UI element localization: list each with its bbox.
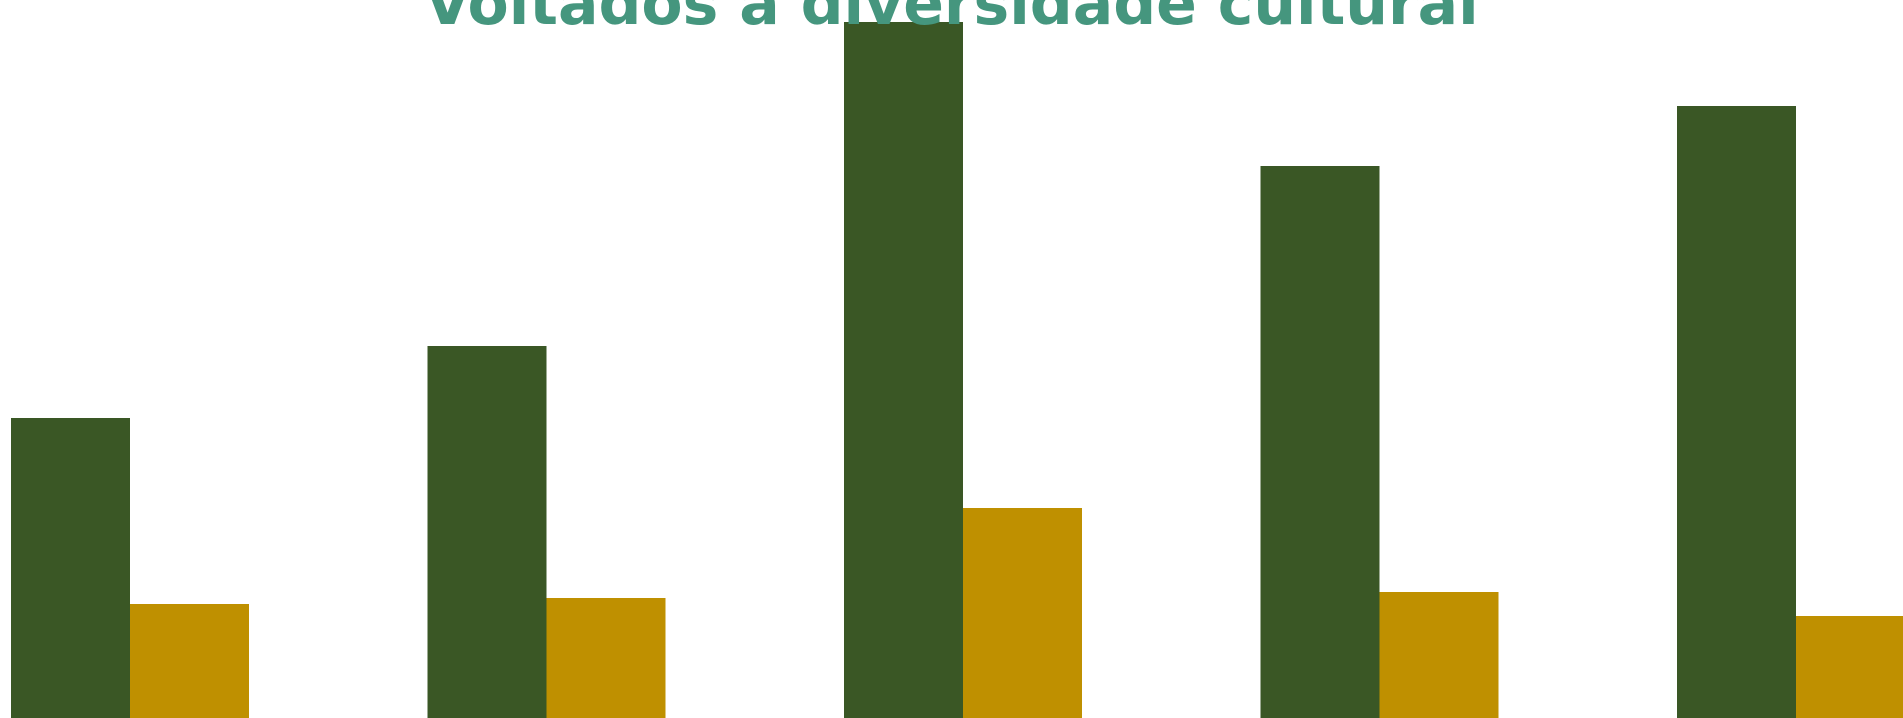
bar-series-1-group-4 (1260, 166, 1380, 718)
bar-series-1-group-2 (427, 346, 547, 718)
bar-series-2-group-3 (963, 508, 1082, 718)
bar-series-1-group-1 (11, 418, 130, 718)
bar-series-2-group-2 (546, 598, 666, 718)
bar-series-2-group-1 (130, 604, 249, 718)
chart-title: Voltados à diversidade cultural (424, 0, 1479, 39)
bar-series-2-group-4 (1379, 592, 1499, 718)
bar-series-1-group-5 (1677, 106, 1796, 718)
bar-series-2-group-5 (1796, 616, 1903, 718)
bar-series-1-group-3 (844, 22, 963, 718)
